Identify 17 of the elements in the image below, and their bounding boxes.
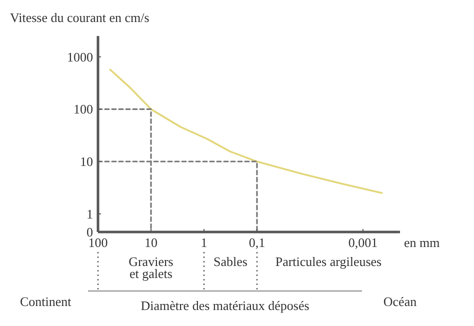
text: Océan: [383, 294, 418, 309]
text: Particules argileuses: [275, 254, 382, 269]
y-tick-label: 1: [86, 206, 93, 222]
text: en mm: [404, 235, 440, 250]
y-axis-title: Vitesse du courant en cm/s: [10, 10, 150, 25]
y-tick-label: 10: [80, 154, 93, 170]
text: Sables: [214, 254, 248, 269]
y-tick-label: 100: [74, 102, 93, 117]
x-tick-label: 10: [144, 235, 158, 250]
x-tick-label: 0,001: [348, 235, 378, 250]
x-tick-label: 0,1: [248, 235, 266, 250]
x-axis-title: Diamètre des matériaux déposés: [140, 298, 310, 313]
y-tick-label: 0: [86, 224, 93, 240]
y-tick-label: 1000: [67, 49, 93, 64]
x-tick-label: 1: [200, 235, 208, 250]
text: Continent: [20, 294, 72, 309]
text: Graviers et galets: [128, 254, 174, 281]
